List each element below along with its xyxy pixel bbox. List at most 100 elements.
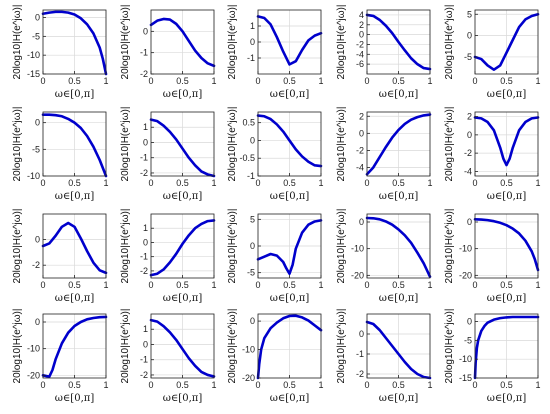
- x-tick-label: 1: [318, 280, 323, 290]
- y-tick-label: -10: [27, 50, 40, 60]
- y-tick-label: -2: [32, 260, 40, 270]
- y-tick-label: 2: [467, 112, 472, 122]
- subplot-18: 0 0.5 1 0 -10 -20 ω∈[0,π] 20log10|H(e^jω)|: [227, 309, 324, 404]
- y-tick-label: -4: [356, 162, 364, 172]
- x-tick-label: 0.5: [392, 280, 405, 290]
- x-axis-label: ω∈[0,π]: [379, 293, 419, 304]
- x-axis-label: ω∈[0,π]: [55, 393, 95, 404]
- y-tick-label: -0.5: [239, 153, 255, 163]
- y-tick-label: -2: [140, 266, 148, 276]
- x-axis-label: ω∈[0,π]: [379, 393, 419, 404]
- x-tick-label: 0: [364, 76, 369, 86]
- y-axis-label: 20log10|H(e^jω)|: [120, 309, 131, 384]
- y-tick-label: -20: [351, 270, 364, 280]
- x-tick-label: 0: [364, 280, 369, 290]
- y-axis-label: 20log10|H(e^jω)|: [336, 107, 347, 182]
- series-line: [149, 118, 216, 178]
- y-tick-label: -10: [27, 171, 40, 181]
- x-tick-label: 1: [211, 380, 216, 390]
- x-tick-label: 1: [318, 178, 323, 188]
- x-tick-label: 0.5: [392, 76, 405, 86]
- y-axis-label: 20log10|H(e^jω)|: [120, 209, 131, 284]
- x-tick-label: 1: [427, 76, 432, 86]
- y-axis-label: 20log10|H(e^jω)|: [12, 309, 23, 384]
- y-tick-label: 0: [35, 235, 40, 245]
- y-tick-label: -2: [356, 145, 364, 155]
- x-axis-label: ω∈[0,π]: [163, 293, 203, 304]
- y-tick-label: 1: [143, 324, 148, 334]
- y-tick-label: -5: [464, 52, 472, 62]
- y-tick-label: -5: [32, 31, 40, 41]
- x-axis-label: ω∈[0,π]: [487, 191, 527, 202]
- series-line: [41, 315, 108, 378]
- subplot-15: 0 0.5 1 0 -10 -20 ω∈[0,π] 20log10|H(e^jω)|: [444, 209, 541, 304]
- x-tick-label: 0: [364, 178, 369, 188]
- subplot-2: 0 0.5 1 0 -1 -2 ω∈[0,π] 20log10|H(e^jω)|: [120, 5, 217, 100]
- y-tick-label: 4: [359, 10, 364, 20]
- subplot-16: 0 0.5 1 0 -10 -20 ω∈[0,π] 20log10|H(e^jω)|: [12, 309, 109, 404]
- y-axis-label: 20log10|H(e^jω)|: [12, 5, 23, 80]
- x-tick-label: 1: [535, 380, 540, 390]
- y-tick-label: 1: [250, 21, 255, 31]
- series-line: [365, 320, 432, 380]
- subplot-6: 0 0.5 1 0 -5 -10 ω∈[0,π] 20log10|H(e^jω)|: [12, 107, 109, 202]
- y-tick-label: 0: [35, 13, 40, 23]
- y-tick-label: 0: [143, 237, 148, 247]
- x-tick-label: 1: [318, 380, 323, 390]
- y-tick-label: -2: [140, 370, 148, 380]
- y-tick-label: -1: [140, 252, 148, 262]
- subplot-19: 0 0.5 1 0 -1 -2 ω∈[0,π] 20log10|H(e^jω)|: [336, 309, 433, 404]
- x-tick-label: 0.5: [176, 178, 189, 188]
- subplot-13: 0 0.5 150-5ω∈[0,π]20log10|H(e^jω)|: [227, 209, 324, 304]
- y-tick-label: -2: [356, 369, 364, 379]
- y-axis-label: 20log10|H(e^jω)|: [12, 209, 23, 284]
- y-axis-label: 20log10|H(e^jω)|: [444, 309, 455, 384]
- y-tick-label: 0: [143, 137, 148, 147]
- y-tick-label: -5: [464, 335, 472, 345]
- x-tick-label: 0.5: [176, 380, 189, 390]
- y-tick-label: -10: [27, 344, 40, 354]
- x-tick-label: 0.5: [176, 76, 189, 86]
- subplot-10: 0 0.5 1 2 0 -2 -4 ω∈[0,π] 20log10|H(e^jω)|: [444, 107, 541, 202]
- x-tick-label: 0: [148, 280, 153, 290]
- x-tick-label: 0: [148, 76, 153, 86]
- y-tick-label: -1: [140, 153, 148, 163]
- x-tick-label: 0.5: [500, 76, 513, 86]
- x-tick-label: 1: [535, 280, 540, 290]
- x-tick-label: 0.5: [68, 280, 81, 290]
- y-tick-label: -2: [356, 39, 364, 49]
- y-tick-label: 0: [143, 339, 148, 349]
- y-tick-label: 0: [250, 241, 255, 251]
- y-tick-label: -10: [459, 244, 472, 254]
- y-axis-label: 20log10|H(e^jω)|: [227, 5, 238, 80]
- y-axis-label: 20log10|H(e^jω)|: [120, 107, 131, 182]
- y-tick-label: -5: [32, 144, 40, 154]
- x-tick-label: 0.5: [500, 280, 513, 290]
- series-line: [473, 116, 540, 167]
- series-line: [365, 113, 432, 176]
- x-tick-label: 1: [211, 178, 216, 188]
- y-tick-label: 0: [359, 128, 364, 138]
- subplot-5: 0 0.5 1 5 0 -5 ω∈[0,π] 20log10|H(e^jω)|: [444, 5, 541, 100]
- x-axis-label: ω∈[0,π]: [379, 89, 419, 100]
- y-tick-label: 0: [467, 317, 472, 327]
- subplot-8: 0 0.5 1 0.5 0 -0.5 -1 ω∈[0,π] 20log10|H(e^jω)|: [227, 107, 324, 202]
- series-line: [473, 315, 540, 380]
- y-axis-label: 20log10|H(e^jω)|: [227, 107, 238, 182]
- x-axis-label: ω∈[0,π]: [487, 393, 527, 404]
- y-tick-label: 1: [143, 223, 148, 233]
- series-line: [256, 114, 323, 168]
- y-tick-label: 0: [467, 31, 472, 41]
- y-tick-label: -1: [247, 171, 255, 181]
- x-axis-label: ω∈[0,π]: [487, 293, 527, 304]
- series-line: [256, 219, 323, 276]
- subplot-20: 0 0.5 1 0 -5 -10 -15 ω∈[0,π] 20log10|H(e^jω)|: [444, 309, 541, 404]
- x-tick-label: 0: [255, 380, 260, 390]
- x-axis-label: ω∈[0,π]: [270, 293, 310, 304]
- x-tick-label: 0.5: [68, 76, 81, 86]
- y-tick-label: -20: [27, 370, 40, 380]
- series-line: [41, 10, 108, 76]
- y-tick-label: -1: [247, 53, 255, 63]
- x-tick-label: 0.5: [283, 76, 296, 86]
